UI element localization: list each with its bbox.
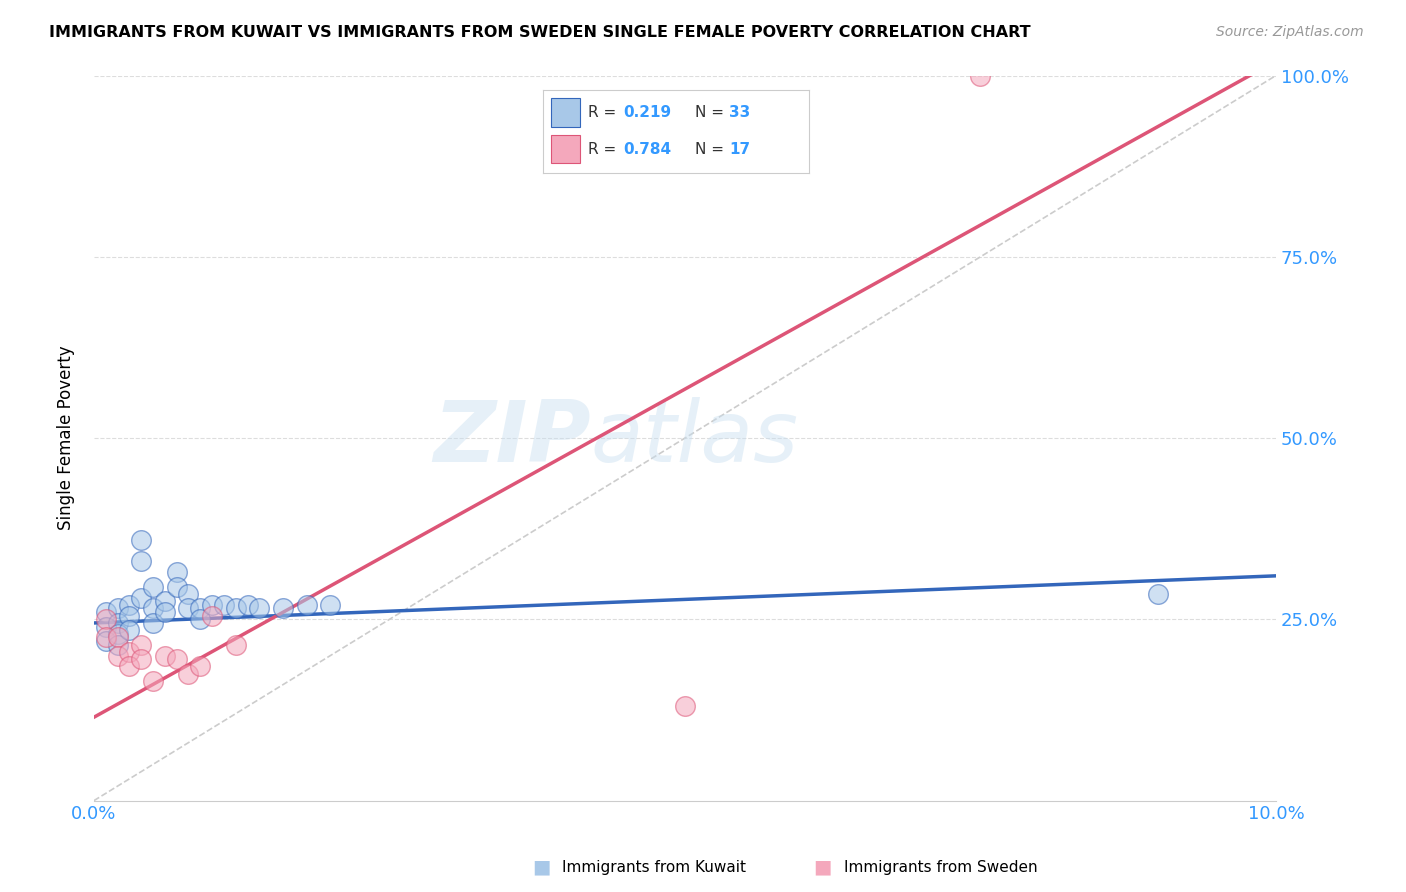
Point: [94, 631, 117, 645]
Point: [94, 634, 117, 648]
Point: [201, 608, 224, 623]
Point: [142, 580, 165, 594]
Point: [118, 608, 141, 623]
Point: [118, 659, 141, 673]
Point: [118, 598, 141, 612]
Point: [1146, 587, 1168, 601]
Point: [166, 565, 188, 579]
Point: [673, 699, 696, 714]
Text: ■: ■: [531, 857, 551, 877]
Point: [188, 601, 211, 615]
Point: [129, 533, 152, 547]
Point: [107, 627, 129, 641]
Text: ZIP: ZIP: [433, 397, 591, 480]
Text: Immigrants from Kuwait: Immigrants from Kuwait: [562, 860, 747, 874]
Point: [142, 615, 165, 630]
Point: [177, 666, 200, 681]
Point: [166, 580, 188, 594]
Point: [129, 554, 152, 568]
Point: [107, 638, 129, 652]
Point: [94, 612, 117, 626]
Point: [153, 648, 176, 663]
Point: [177, 587, 200, 601]
Point: [153, 605, 176, 619]
Point: [166, 652, 188, 666]
Point: [271, 601, 294, 615]
Point: [107, 601, 129, 615]
Point: [129, 591, 152, 605]
Text: Immigrants from Sweden: Immigrants from Sweden: [844, 860, 1038, 874]
Point: [94, 605, 117, 619]
Point: [969, 69, 991, 83]
Point: [249, 601, 271, 615]
Point: [107, 615, 129, 630]
Point: [94, 619, 117, 633]
Y-axis label: Single Female Poverty: Single Female Poverty: [58, 346, 75, 531]
Point: [225, 638, 247, 652]
Point: [177, 601, 200, 615]
Point: [118, 624, 141, 638]
Text: atlas: atlas: [591, 397, 799, 480]
Point: [201, 598, 224, 612]
Point: [295, 598, 318, 612]
Point: [212, 598, 235, 612]
Point: [142, 601, 165, 615]
Point: [225, 601, 247, 615]
Text: ■: ■: [813, 857, 832, 877]
Point: [118, 645, 141, 659]
Point: [188, 612, 211, 626]
Point: [153, 594, 176, 608]
Point: [188, 659, 211, 673]
Text: Source: ZipAtlas.com: Source: ZipAtlas.com: [1216, 25, 1364, 39]
Point: [142, 673, 165, 688]
Point: [236, 598, 259, 612]
Point: [129, 652, 152, 666]
Point: [107, 631, 129, 645]
Text: IMMIGRANTS FROM KUWAIT VS IMMIGRANTS FROM SWEDEN SINGLE FEMALE POVERTY CORRELATI: IMMIGRANTS FROM KUWAIT VS IMMIGRANTS FRO…: [49, 25, 1031, 40]
Point: [107, 648, 129, 663]
Point: [129, 638, 152, 652]
Point: [319, 598, 342, 612]
